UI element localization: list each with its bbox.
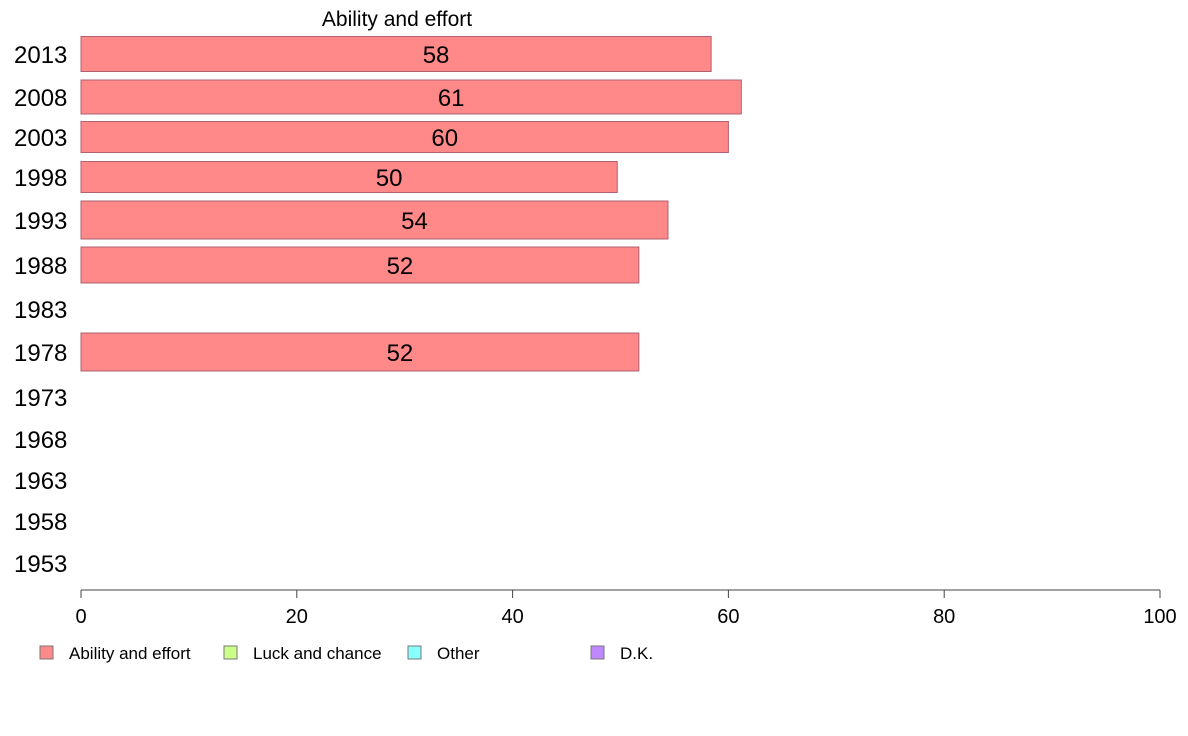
- legend-label-2: Other: [437, 644, 480, 663]
- x-tick-label-20: 20: [286, 606, 308, 628]
- category-label-1978: 1978: [14, 340, 67, 367]
- data-label-1978: 52: [387, 340, 414, 367]
- legend: Ability and effort Luck and chance Other D.…: [39, 644, 653, 663]
- legend-swatch-1: [223, 645, 238, 660]
- bar-2013: [80, 36, 712, 72]
- category-label-2013: 2013: [14, 42, 67, 69]
- category-label-1958: 1958: [14, 509, 67, 536]
- category-label-1963: 1963: [14, 468, 67, 495]
- x-tick-label-40: 40: [501, 606, 523, 628]
- legend-swatch-0: [39, 645, 54, 660]
- bar-2003: [80, 121, 729, 153]
- category-label-1993: 1993: [14, 208, 67, 235]
- data-label-1998: 50: [376, 165, 403, 192]
- category-label-1988: 1988: [14, 253, 67, 280]
- bars-group: 58 61 60 50 54 52 52: [80, 36, 742, 372]
- x-tick-label-0: 0: [75, 606, 86, 628]
- bar-1988: [80, 246, 640, 284]
- bar-2008: [80, 79, 742, 115]
- category-labels: 2013 2008 2003 1998 1993 1988 1983 1978 1973 1968…: [14, 42, 67, 578]
- data-label-1988: 52: [387, 253, 414, 280]
- category-label-2008: 2008: [14, 85, 67, 112]
- category-label-1983: 1983: [14, 297, 67, 324]
- data-label-2013: 58: [423, 42, 450, 69]
- x-tick-label-100: 100: [1143, 606, 1176, 628]
- legend-label-1: Luck and chance: [253, 644, 382, 663]
- bar-1998: [80, 161, 618, 193]
- category-label-1953: 1953: [14, 551, 67, 578]
- category-label-1973: 1973: [14, 385, 67, 412]
- x-tick-label-60: 60: [717, 606, 739, 628]
- legend-label-3: D.K.: [620, 644, 653, 663]
- chart-title: Ability and effort: [322, 8, 472, 31]
- bar-1993: [80, 200, 669, 240]
- legend-swatch-3: [590, 645, 605, 660]
- data-label-1993: 54: [401, 208, 428, 235]
- legend-swatch-2: [407, 645, 422, 660]
- data-label-2003: 60: [431, 125, 458, 152]
- x-tick-label-80: 80: [933, 606, 955, 628]
- category-label-2003: 2003: [14, 125, 67, 152]
- bar-1978: [80, 332, 640, 372]
- category-label-1998: 1998: [14, 165, 67, 192]
- x-axis: 0 20 40 60 80 100: [75, 589, 1177, 628]
- data-label-2008: 61: [438, 85, 465, 112]
- category-label-1968: 1968: [14, 427, 67, 454]
- legend-label-0: Ability and effort: [69, 644, 191, 663]
